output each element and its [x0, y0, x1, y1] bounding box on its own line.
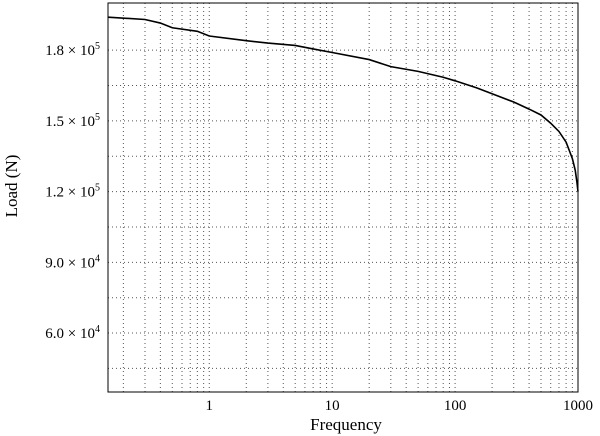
x-axis-title: Frequency	[310, 415, 382, 434]
x-tick-label: 1	[206, 398, 214, 414]
plot-frame	[107, 2, 579, 393]
x-tick-label: 1000	[563, 398, 593, 414]
y-tick-label: 6.0 × 104	[45, 324, 100, 342]
y-axis-title: Load (N)	[2, 155, 21, 218]
y-axis-ticks: 6.0 × 104 9.0 × 104 1.2 × 105 1.5 × 105 1.8 …	[45, 41, 100, 342]
x-tick-label: 10	[325, 398, 340, 414]
y-tick-label: 1.5 × 105	[45, 112, 100, 130]
load-frequency-series-line	[107, 16, 579, 192]
x-tick-label: 100	[444, 398, 467, 414]
x-axis-ticks: 1 10 100 1000	[206, 398, 593, 414]
grid	[108, 3, 578, 392]
y-tick-label: 1.2 × 105	[45, 183, 100, 201]
y-tick-label: 1.8 × 105	[45, 41, 100, 59]
y-tick-label: 9.0 × 104	[45, 253, 100, 271]
